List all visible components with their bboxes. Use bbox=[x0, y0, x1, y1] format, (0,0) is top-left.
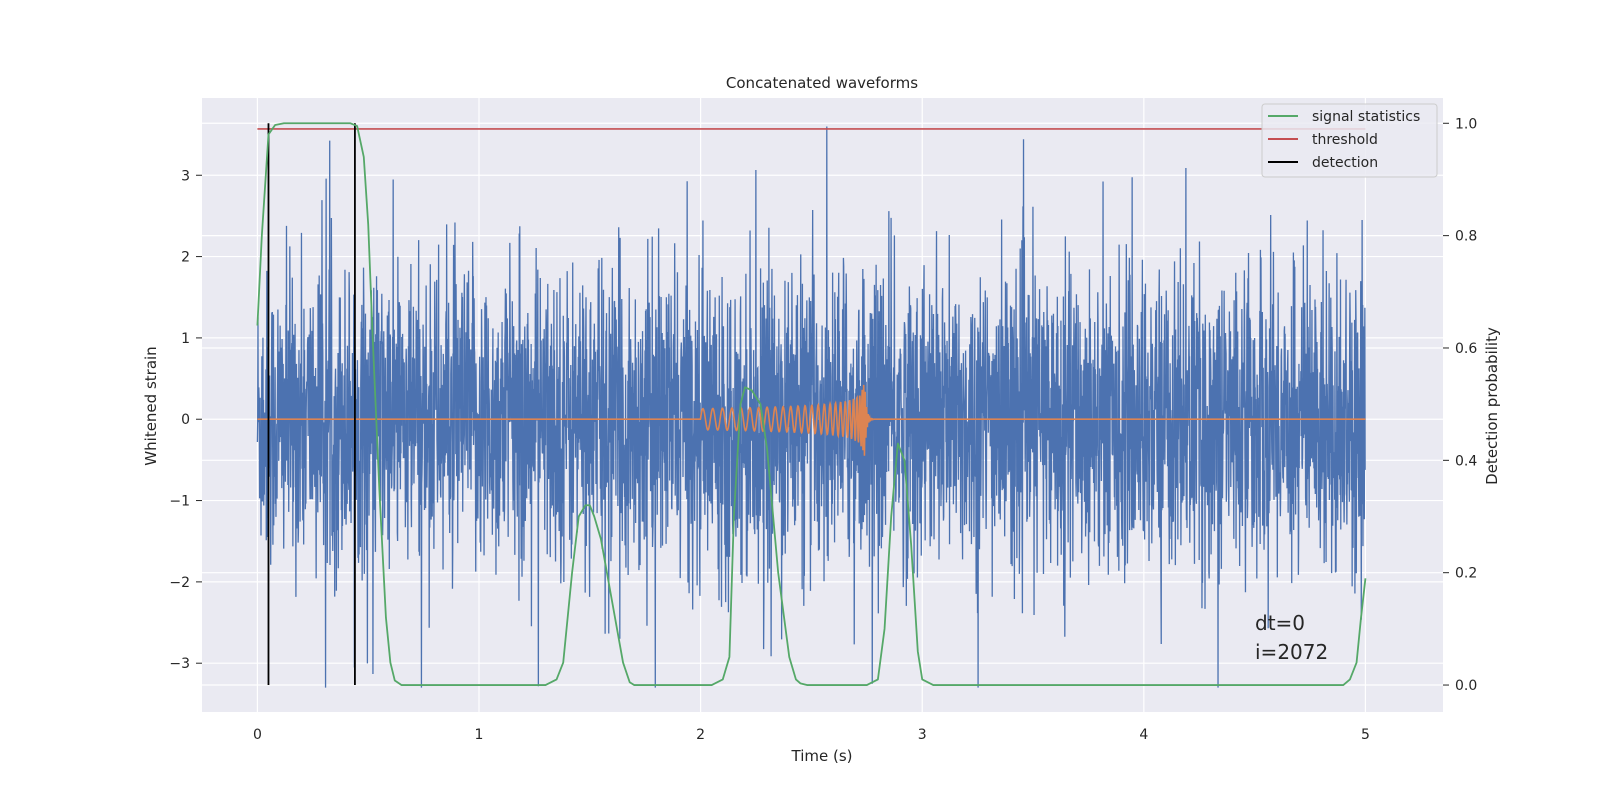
annotation-dt: dt=0 bbox=[1255, 611, 1305, 635]
y-left-tick-label: −3 bbox=[169, 656, 190, 672]
signal-statistics-series bbox=[256, 122, 1367, 686]
chart-title: Concatenated waveforms bbox=[726, 74, 918, 92]
y-right-tick-label: 0.2 bbox=[1455, 566, 1477, 582]
x-tick-label: 0 bbox=[253, 727, 262, 743]
y-axis-left-label: Whitened strain bbox=[142, 346, 160, 465]
y-left-tick-label: 0 bbox=[181, 412, 190, 428]
y-right-tick-label: 0.8 bbox=[1455, 229, 1477, 245]
x-tick-label: 1 bbox=[475, 727, 484, 743]
x-axis-ticks: 0 1 2 3 4 5 bbox=[253, 727, 1370, 743]
signal-statistics-line bbox=[256, 122, 1367, 686]
detection-series bbox=[267, 123, 356, 686]
y-right-tick-label: 0.6 bbox=[1455, 341, 1477, 357]
x-tick-label: 4 bbox=[1139, 727, 1148, 743]
x-axis-label: Time (s) bbox=[791, 747, 853, 765]
x-tick-label: 3 bbox=[918, 727, 927, 743]
legend: signal statistics threshold detection bbox=[1261, 103, 1438, 178]
y-left-tick-label: 1 bbox=[181, 331, 190, 347]
legend-label-detection: detection bbox=[1312, 155, 1378, 171]
x-tick-label: 5 bbox=[1361, 727, 1370, 743]
y-right-tick-label: 0.0 bbox=[1455, 678, 1477, 694]
annotation-index: i=2072 bbox=[1255, 640, 1328, 664]
strain-series bbox=[256, 126, 1366, 688]
y-right-tick-label: 0.4 bbox=[1455, 453, 1477, 469]
chirp-line bbox=[257, 384, 1366, 456]
x-tick-label: 2 bbox=[696, 727, 705, 743]
legend-label-signal-statistics: signal statistics bbox=[1312, 109, 1420, 125]
y-axis-left-ticks: −3 −2 −1 0 1 2 3 bbox=[169, 168, 202, 672]
y-axis-right-ticks: 0.0 0.2 0.4 0.6 0.8 1.0 bbox=[1443, 116, 1477, 694]
y-axis-right-label: Detection probability bbox=[1483, 327, 1501, 485]
legend-label-threshold: threshold bbox=[1312, 132, 1378, 148]
y-left-tick-label: 3 bbox=[181, 168, 190, 184]
y-left-tick-label: −2 bbox=[169, 575, 190, 591]
chirp-series bbox=[257, 384, 1366, 456]
y-left-tick-label: 2 bbox=[181, 250, 190, 266]
strain-line bbox=[256, 126, 1366, 688]
y-left-tick-label: −1 bbox=[169, 494, 190, 510]
y-right-tick-label: 1.0 bbox=[1455, 116, 1477, 132]
